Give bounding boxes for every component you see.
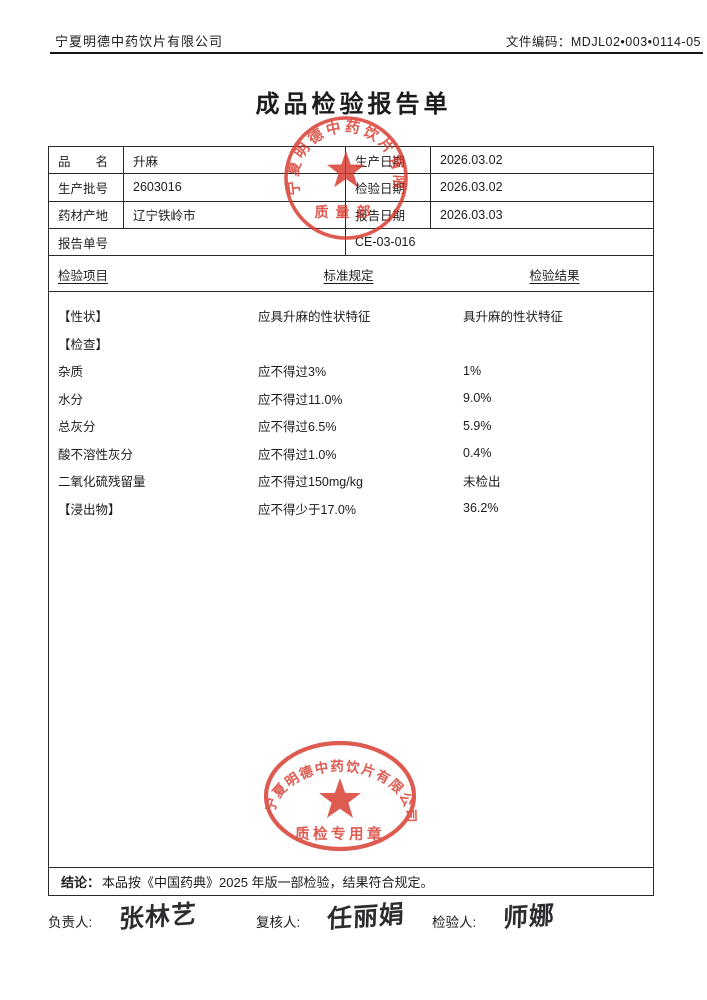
item-result: 1% [463,363,482,378]
item-result: 9.0% [463,391,492,406]
item-name: 杂质 [58,365,84,380]
item-result: 具升麻的性状特征 [463,310,564,325]
info-value: 2026.03.03 [431,202,653,229]
info-label: 品 名 [49,147,124,175]
info-value: 2026.03.02 [431,174,653,202]
item-name: 总灰分 [58,420,96,435]
company-name: 宁夏明德中药饮片有限公司 [55,34,224,49]
header-rule [50,52,703,54]
conclusion-text: 本品按《中国药典》2025 年版一部检验，结果符合规定。 [102,874,434,890]
item-spec: 应不得过150mg/kg [258,475,363,490]
responsible-person-signature: 张林艺 [118,899,198,934]
signature-row: 负责人: 张林艺 复核人: 任丽娟 检验人: 师娜 [48,899,668,958]
info-value: 2603016 [124,174,346,202]
item-name: 【浸出物】 [58,502,121,517]
column-specs: 应具升麻的性状特征 应不得过3% 应不得过11.0% 应不得过6.5% 应不得过… [241,292,456,867]
item-result: 5.9% [463,418,492,433]
info-label: 药材产地 [49,201,124,229]
item-spec: 应具升麻的性状特征 [258,310,371,325]
item-spec: 应不得少于17.0% [258,502,356,517]
info-label: 检验日期 [346,174,431,202]
item-result: 未检出 [463,475,501,490]
page-title: 成品检验报告单 [255,91,452,118]
report-table: 品 名 升麻 生产日期 2026.03.02 生产批号 2603016 检验日期… [48,146,654,896]
inspector-label: 检验人: [432,915,477,930]
item-result: 36.2% [463,501,499,516]
item-spec: 应不得过1.0% [258,447,337,462]
item-spec: 应不得过11.0% [258,392,343,407]
responsible-person-label: 负责人: [48,915,93,930]
reviewer-field: 复核人: 任丽娟 [256,899,406,947]
col-header-item: 检验项目 [49,256,241,293]
item-name: 酸不溶性灰分 [58,447,134,462]
column-items: 【性状】 【检查】 杂质 水分 总灰分 酸不溶性灰分 二氧化硫残留量 【浸出物】 [49,292,241,867]
conclusion-row: 结论： 本品按《中国药典》2025 年版一部检验，结果符合规定。 [49,866,653,895]
info-label: 生产批号 [49,174,124,202]
item-name: 二氧化硫残留量 [58,475,146,490]
item-result [456,330,653,358]
reviewer-signature: 任丽娟 [326,899,406,934]
info-value: 升麻 [124,147,346,175]
item-spec [241,330,456,358]
info-value: 辽宁铁岭市 [124,201,346,229]
info-value: 2026.03.02 [431,147,653,175]
item-spec: 应不得过3% [258,365,327,380]
inspection-header-row: 检验项目 标准规定 检验结果 [49,256,653,293]
document-code: 文件编码：MDJL02•003•0114-05 [505,35,701,49]
info-grid: 品 名 升麻 生产日期 2026.03.02 生产批号 2603016 检验日期… [49,147,653,257]
column-results: 具升麻的性状特征 1% 9.0% 5.9% 0.4% 未检出 36.2% [456,292,653,867]
item-name: 水分 [58,392,84,407]
report-no-value: CE-03-016 [346,229,653,257]
inspector-field: 检验人: 师娜 [432,900,556,947]
item-result: 0.4% [463,446,492,461]
info-label: 报告日期 [346,201,431,229]
item-spec: 应不得过6.5% [258,420,337,435]
report-no-label: 报告单号 [49,228,346,257]
item-name: 【检查】 [58,337,109,352]
item-name: 【性状】 [58,310,109,325]
responsible-person-field: 负责人: 张林艺 [48,899,198,947]
inspector-signature: 师娜 [502,900,556,933]
col-header-spec: 标准规定 [241,256,456,293]
col-header-result: 检验结果 [456,256,653,293]
info-label: 生产日期 [346,147,431,175]
reviewer-label: 复核人: [256,915,301,930]
inspection-body: 【性状】 【检查】 杂质 水分 总灰分 酸不溶性灰分 二氧化硫残留量 【浸出物】… [49,292,653,867]
conclusion-label: 结论： [61,874,101,890]
